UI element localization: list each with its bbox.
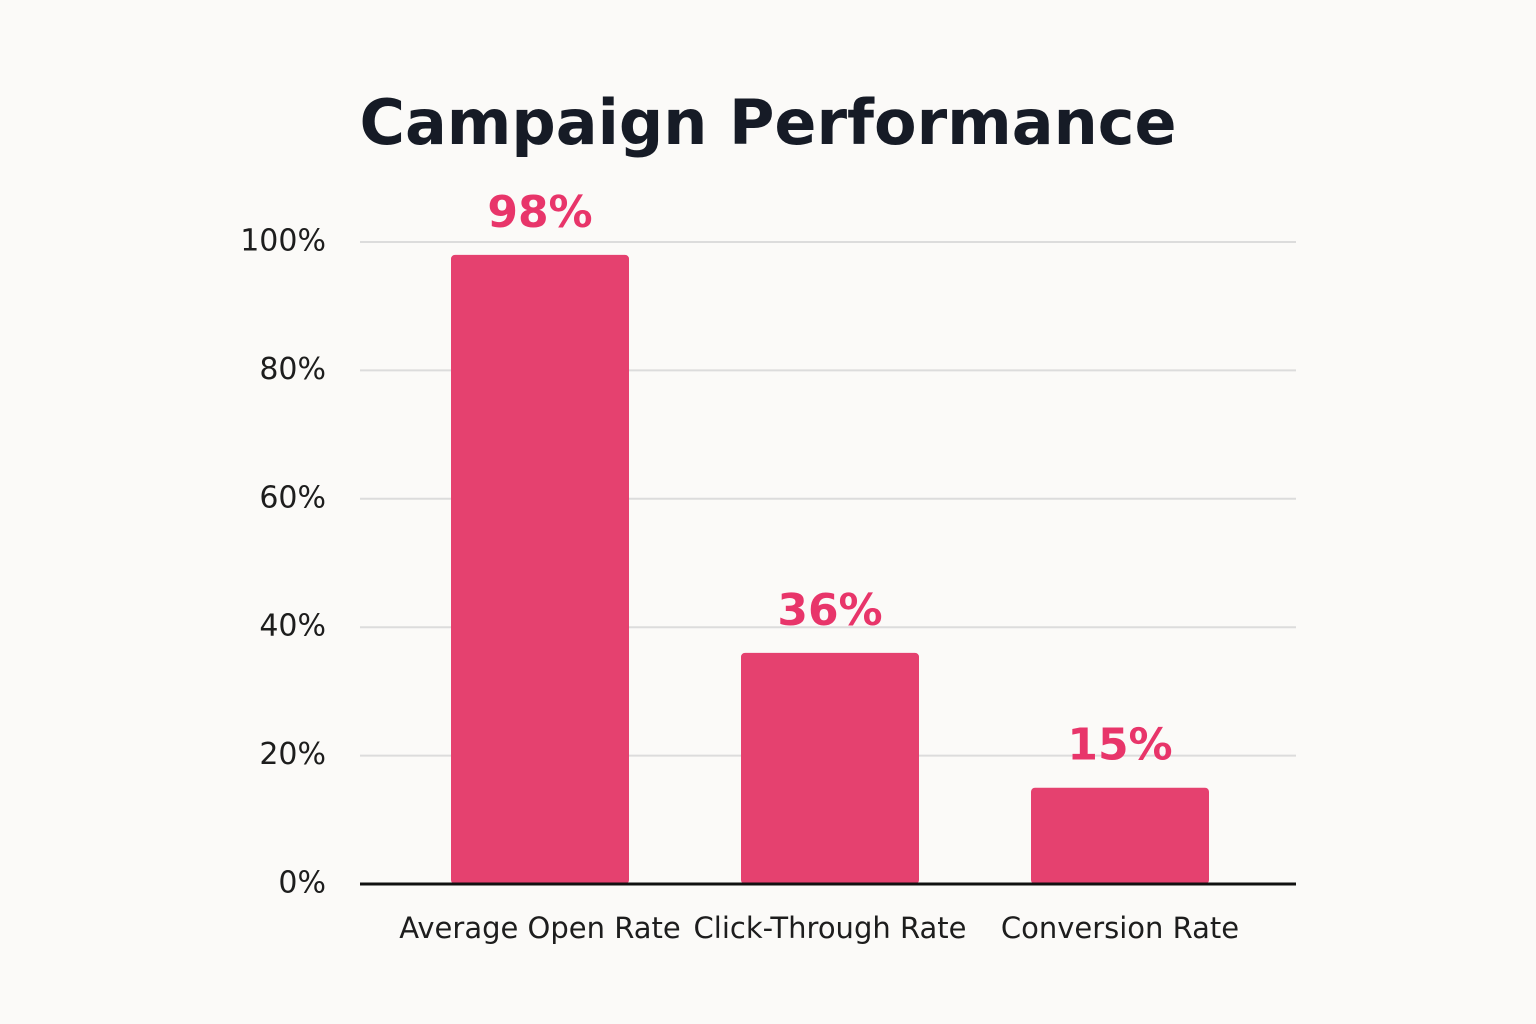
- y-tick-label: 80%: [259, 352, 326, 387]
- bar: [451, 254, 629, 885]
- chart-title: Campaign Performance: [359, 86, 1176, 159]
- y-tick-label: 0%: [278, 866, 326, 901]
- x-tick-label: Click-Through Rate: [694, 911, 967, 945]
- value-label: 15%: [1067, 720, 1172, 771]
- y-tick-label: 40%: [259, 609, 326, 644]
- y-tick-label: 60%: [259, 480, 326, 515]
- y-tick-label: 100%: [240, 224, 326, 259]
- y-tick-label: 20%: [259, 737, 326, 772]
- bar: [1031, 787, 1209, 884]
- x-tick-label: Average Open Rate: [399, 911, 680, 945]
- x-tick-label: Conversion Rate: [1001, 911, 1239, 945]
- value-label: 36%: [777, 585, 882, 636]
- value-label: 98%: [487, 187, 592, 238]
- bar: [741, 652, 919, 884]
